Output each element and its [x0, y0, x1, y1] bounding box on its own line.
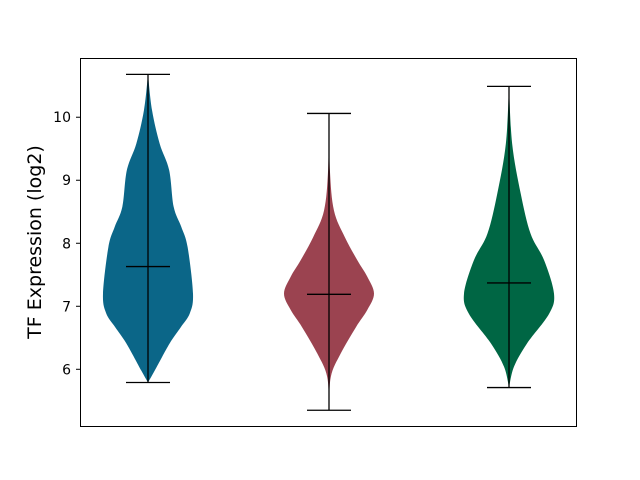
violin-1: [102, 73, 194, 384]
y-tick-label: 9: [62, 173, 71, 189]
y-axis: 6 7 8 9 10: [53, 110, 80, 378]
violin-3: [463, 85, 555, 389]
plot-frame: [80, 58, 577, 427]
violin-2: [284, 112, 374, 411]
y-tick-label: 6: [62, 362, 71, 378]
y-tick-label: 10: [53, 110, 71, 126]
violins: [102, 73, 555, 411]
y-tick-label: 8: [62, 236, 71, 252]
y-tick-label: 7: [62, 299, 71, 315]
y-axis-label: TF Expression (log2): [24, 145, 46, 340]
